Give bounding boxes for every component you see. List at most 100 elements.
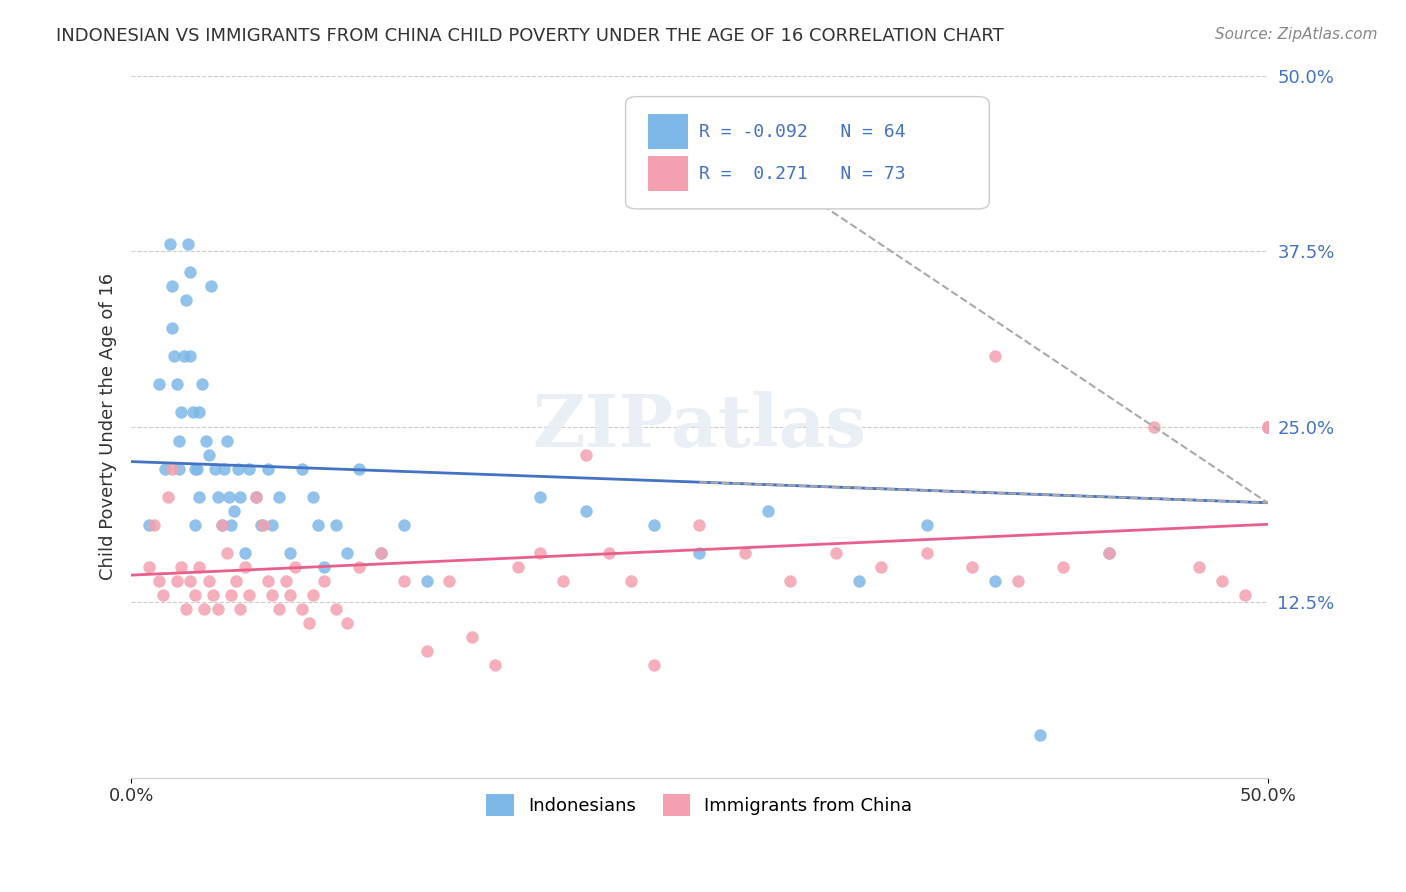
Point xyxy=(314,560,336,574)
Point xyxy=(915,546,938,560)
Point xyxy=(138,560,160,574)
Point xyxy=(166,377,188,392)
Point xyxy=(152,588,174,602)
Point xyxy=(188,560,211,574)
Point xyxy=(174,293,197,308)
Text: R = -0.092   N = 64: R = -0.092 N = 64 xyxy=(699,123,905,141)
Point xyxy=(262,517,284,532)
Point xyxy=(238,588,260,602)
Point xyxy=(184,588,207,602)
Point xyxy=(195,434,218,448)
Point xyxy=(1257,419,1279,434)
Point xyxy=(233,560,256,574)
Point xyxy=(190,377,212,392)
Point xyxy=(238,461,260,475)
Point xyxy=(188,490,211,504)
Point xyxy=(188,405,211,419)
Point xyxy=(197,448,219,462)
Point xyxy=(1257,419,1279,434)
Text: Source: ZipAtlas.com: Source: ZipAtlas.com xyxy=(1215,27,1378,42)
Point xyxy=(1257,419,1279,434)
Point xyxy=(325,602,347,616)
Point xyxy=(184,517,207,532)
Point xyxy=(177,237,200,252)
Point xyxy=(1257,419,1279,434)
Point xyxy=(222,504,245,518)
Point xyxy=(575,504,598,518)
Point xyxy=(297,616,319,631)
Point xyxy=(179,574,201,588)
Point xyxy=(1211,574,1233,588)
Point xyxy=(1097,546,1119,560)
Point xyxy=(252,517,274,532)
Point xyxy=(392,574,415,588)
Point xyxy=(336,546,359,560)
Point xyxy=(1143,419,1166,434)
Point xyxy=(262,588,284,602)
Point xyxy=(160,321,183,335)
Point xyxy=(1007,574,1029,588)
Point xyxy=(1257,419,1279,434)
Point xyxy=(218,490,240,504)
Point xyxy=(307,517,329,532)
Point xyxy=(207,602,229,616)
Point xyxy=(138,517,160,532)
Point xyxy=(284,560,307,574)
Point xyxy=(960,560,983,574)
Point xyxy=(167,461,190,475)
Point xyxy=(347,461,370,475)
Y-axis label: Child Poverty Under the Age of 16: Child Poverty Under the Age of 16 xyxy=(100,273,117,580)
Point xyxy=(155,461,177,475)
Point xyxy=(824,546,846,560)
Text: ZIPatlas: ZIPatlas xyxy=(533,391,866,462)
Point xyxy=(688,517,710,532)
Point xyxy=(506,560,529,574)
Point xyxy=(1257,419,1279,434)
Point xyxy=(302,490,325,504)
Point xyxy=(291,461,314,475)
Point xyxy=(370,546,392,560)
Point xyxy=(620,574,643,588)
Point xyxy=(915,517,938,532)
Point xyxy=(256,574,278,588)
Point xyxy=(551,574,574,588)
Bar xyxy=(648,114,688,149)
Point xyxy=(291,602,314,616)
Point xyxy=(1188,560,1211,574)
Point xyxy=(245,490,267,504)
Point xyxy=(336,616,359,631)
Point xyxy=(249,517,271,532)
Point xyxy=(204,461,226,475)
Point xyxy=(156,490,179,504)
Point xyxy=(160,461,183,475)
Point xyxy=(756,504,779,518)
Point xyxy=(461,630,484,644)
Point xyxy=(179,349,201,363)
Point xyxy=(325,517,347,532)
Point xyxy=(202,588,225,602)
Point xyxy=(186,461,208,475)
Text: R =  0.271   N = 73: R = 0.271 N = 73 xyxy=(699,165,905,183)
Point xyxy=(280,546,302,560)
Point xyxy=(302,588,325,602)
Point xyxy=(370,546,392,560)
Point xyxy=(1257,419,1279,434)
Point xyxy=(229,490,252,504)
Point xyxy=(392,517,415,532)
Point xyxy=(1029,728,1052,742)
Point xyxy=(166,574,188,588)
Point xyxy=(870,560,893,574)
Point xyxy=(159,237,181,252)
Point xyxy=(280,588,302,602)
Point xyxy=(439,574,461,588)
Point xyxy=(160,279,183,293)
Point xyxy=(1097,546,1119,560)
Point xyxy=(170,560,193,574)
Point xyxy=(229,602,252,616)
Point xyxy=(184,461,207,475)
Point xyxy=(848,574,870,588)
Point xyxy=(170,405,193,419)
Point xyxy=(415,644,437,658)
Point xyxy=(267,602,290,616)
Point xyxy=(167,434,190,448)
